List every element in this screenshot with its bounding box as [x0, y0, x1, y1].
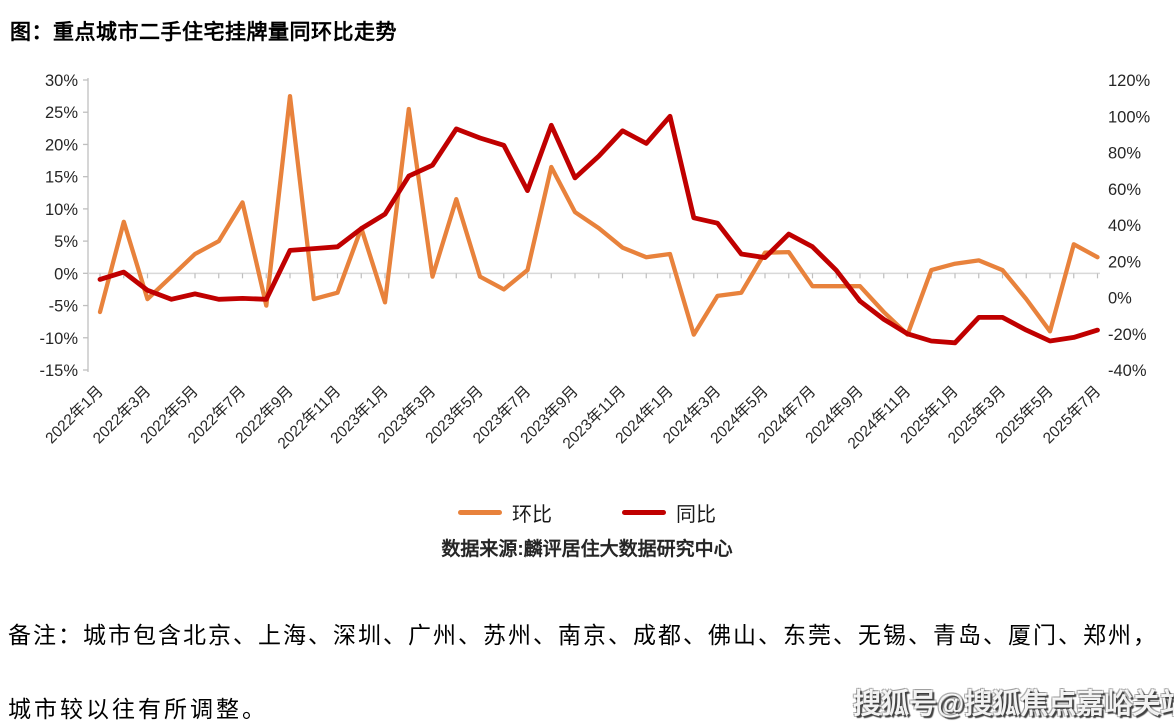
watermark: 搜狐号@搜狐焦点嘉峪关站 [853, 688, 1174, 719]
svg-text:5%: 5% [54, 233, 78, 251]
series-line-tongbi [97, 113, 1100, 346]
line-chart: 30% 25% 20% 15% 10% 5% 0% -5% -10% -15% 120% 100% 80… [39, 72, 1151, 453]
huanbi-line-swatch [458, 510, 502, 515]
svg-text:80%: 80% [1108, 145, 1141, 163]
svg-text:15%: 15% [45, 169, 78, 187]
right-axis-labels: 120% 100% 80% 60% 40% 20% 0% -20% -40% [1108, 72, 1151, 380]
page-title: 图：重点城市二手住宅挂牌量同环比走势 [10, 21, 397, 44]
svg-text:25%: 25% [45, 104, 78, 122]
footnote: 备注：城市包含北京、上海、深圳、广州、苏州、南京、成都、佛山、东莞、无锡、青岛、… [8, 616, 1168, 721]
data-source: 数据来源:麟评居住大数据研究中心 [441, 539, 733, 560]
svg-text:60%: 60% [1108, 181, 1141, 199]
svg-text:-40%: -40% [1108, 362, 1147, 380]
svg-text:120%: 120% [1108, 72, 1151, 90]
legend-item-tongbi: 同比 [622, 498, 716, 527]
footnote-line1: 备注：城市包含北京、上海、深圳、广州、苏州、南京、成都、佛山、东莞、无锡、青岛、… [8, 623, 1158, 648]
svg-text:0%: 0% [1108, 290, 1132, 308]
svg-text:-15%: -15% [39, 362, 78, 380]
svg-text:-10%: -10% [39, 330, 78, 348]
legend-item-huanbi: 环比 [458, 498, 552, 527]
tongbi-line-swatch [622, 510, 666, 515]
x-axis-labels: 2022年1月2022年3月2022年5月2022年7月2022年9月2022年… [42, 382, 1105, 452]
svg-text:30%: 30% [45, 72, 78, 90]
footnote-line2: 城市较以往有所调整。 [8, 697, 268, 721]
legend: 环比 同比 [0, 498, 1174, 527]
huanbi-legend-label: 环比 [512, 504, 552, 526]
svg-text:100%: 100% [1108, 108, 1151, 126]
left-axis-labels: 30% 25% 20% 15% 10% 5% 0% -5% -10% -15% [39, 72, 78, 380]
svg-text:0%: 0% [54, 265, 78, 283]
svg-text:-5%: -5% [49, 298, 79, 316]
svg-text:10%: 10% [45, 201, 78, 219]
tongbi-legend-label: 同比 [676, 504, 716, 526]
svg-text:20%: 20% [1108, 253, 1141, 271]
svg-text:-20%: -20% [1108, 326, 1147, 344]
svg-text:40%: 40% [1108, 217, 1141, 235]
svg-text:20%: 20% [45, 136, 78, 154]
series-line-huanbi [97, 93, 1100, 337]
